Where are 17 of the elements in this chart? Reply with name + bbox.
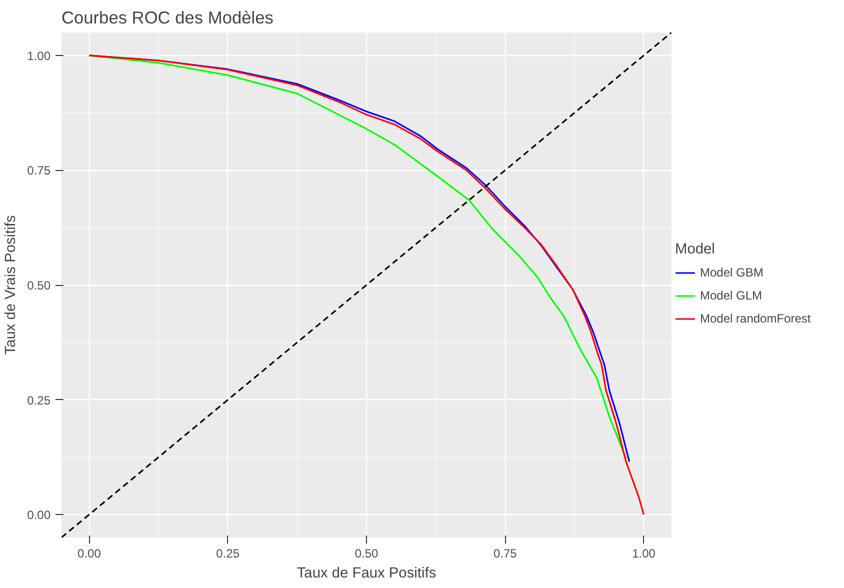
x-tick-label: 0.00 xyxy=(78,546,102,560)
legend-title: Model xyxy=(675,241,716,257)
x-tick-label: 0.50 xyxy=(354,546,379,560)
legend-label: Model randomForest xyxy=(700,311,811,325)
y-axis-title: Taux de Vrais Positifs xyxy=(3,215,20,355)
x-axis-title: Taux de Faux Positifs xyxy=(296,566,436,582)
y-tick-label: 0.00 xyxy=(27,508,51,522)
legend-label: Model GBM xyxy=(700,265,764,279)
legend-label: Model GLM xyxy=(700,288,762,302)
chart-title: Courbes ROC des Modèles xyxy=(62,8,274,28)
y-tick-label: 0.25 xyxy=(27,393,51,408)
x-tick-label: 1.00 xyxy=(632,546,656,560)
x-tick-label: 0.25 xyxy=(216,546,240,560)
y-tick-label: 0.50 xyxy=(27,278,51,292)
x-tick-label: 0.75 xyxy=(493,546,518,560)
y-tick-label: 1.00 xyxy=(27,48,51,63)
y-tick-label: 0.75 xyxy=(27,164,51,178)
